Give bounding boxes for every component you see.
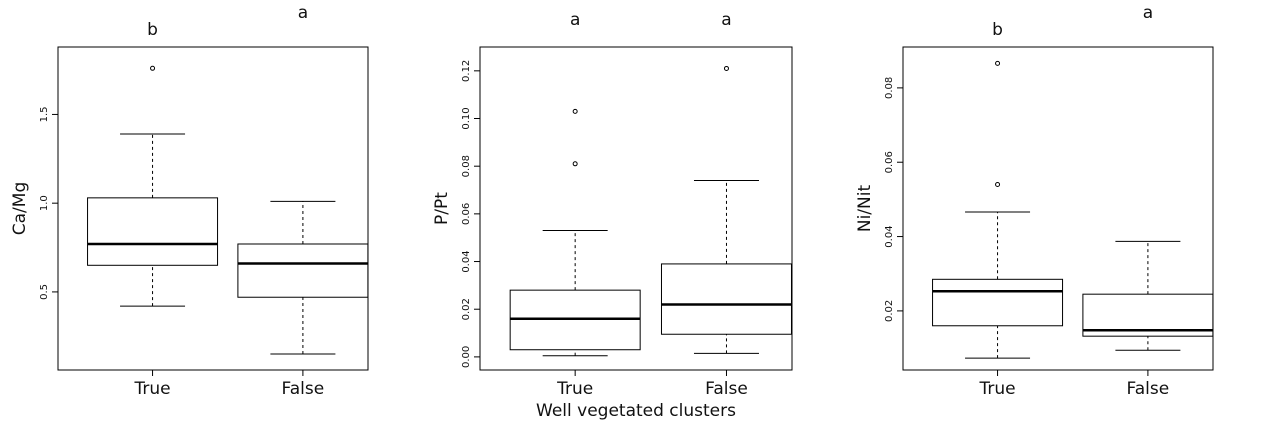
significance-letter: a (298, 3, 308, 23)
x-tick-label: False (282, 379, 325, 399)
y-tick-label: 0.08 (461, 155, 472, 177)
outlier (995, 182, 1001, 188)
y-axis-label: Ni/Nit (855, 185, 875, 233)
x-tick-label: True (133, 379, 170, 399)
x-axis-label: Well vegetated clusters (536, 401, 736, 421)
y-tick-label: 1.0 (39, 195, 50, 211)
y-tick-label: 0.02 (461, 298, 472, 320)
y-tick-label: 0.04 (884, 225, 895, 247)
y-axis-label: Ca/Mg (10, 182, 30, 235)
significance-letter: b (992, 20, 1003, 40)
y-tick-label: 0.00 (461, 346, 472, 368)
box (660, 263, 792, 335)
y-tick-label: 0.12 (461, 60, 472, 82)
x-tick-label: False (1127, 379, 1170, 399)
outlier (723, 65, 729, 71)
y-tick-label: 0.06 (884, 151, 895, 173)
outlier (995, 60, 1001, 66)
outlier (572, 161, 578, 167)
significance-letter: a (1143, 3, 1153, 23)
y-tick-label: 0.02 (884, 300, 895, 322)
y-tick-label: 0.10 (461, 107, 472, 129)
x-tick-label: True (978, 379, 1015, 399)
y-axis-label: P/Pt (432, 192, 452, 225)
significance-letter: a (570, 10, 580, 30)
plot-frame (57, 46, 369, 371)
y-tick-label: 0.5 (39, 284, 50, 300)
y-tick-label: 0.08 (884, 77, 895, 99)
outlier (150, 65, 156, 71)
box (237, 243, 369, 298)
plot-frame (479, 46, 793, 371)
x-tick-label: False (705, 379, 748, 399)
box (87, 197, 219, 266)
y-tick-label: 1.5 (39, 106, 50, 122)
plot-frame (902, 46, 1214, 371)
box (932, 278, 1064, 327)
significance-letter: b (147, 20, 158, 40)
significance-letter: a (721, 10, 731, 30)
x-tick-label: True (556, 379, 593, 399)
y-tick-label: 0.04 (461, 250, 472, 272)
outlier (572, 108, 578, 114)
y-tick-label: 0.06 (461, 203, 472, 225)
